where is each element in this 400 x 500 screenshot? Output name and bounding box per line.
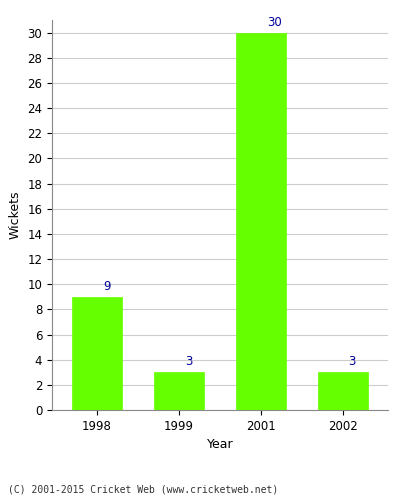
Bar xyxy=(154,372,204,410)
Text: 3: 3 xyxy=(349,356,356,368)
Text: 3: 3 xyxy=(185,356,192,368)
Bar xyxy=(236,32,286,410)
Text: 9: 9 xyxy=(103,280,110,293)
Y-axis label: Wickets: Wickets xyxy=(9,190,22,240)
Bar xyxy=(318,372,368,410)
X-axis label: Year: Year xyxy=(207,438,233,452)
Text: (C) 2001-2015 Cricket Web (www.cricketweb.net): (C) 2001-2015 Cricket Web (www.cricketwe… xyxy=(8,485,278,495)
Text: 30: 30 xyxy=(267,16,282,29)
Bar xyxy=(72,297,122,410)
